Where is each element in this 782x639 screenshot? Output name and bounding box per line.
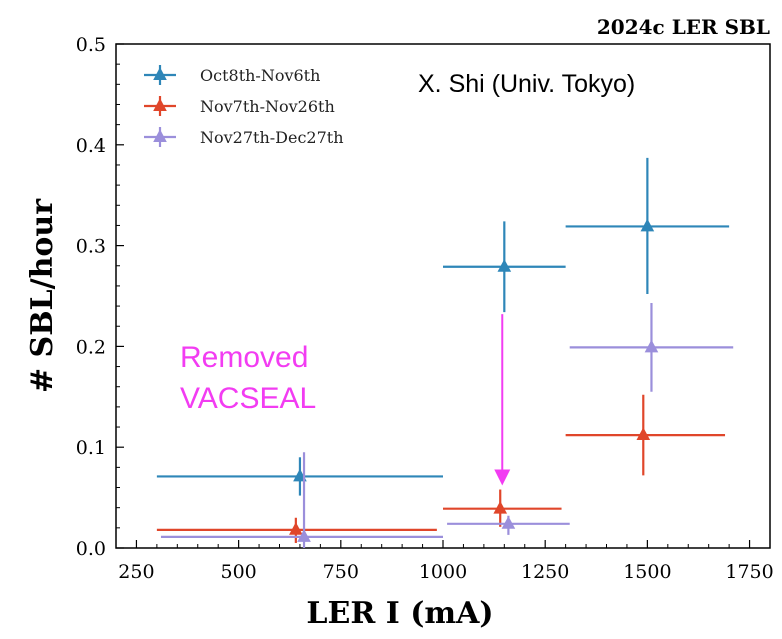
legend-item: Nov27th-Dec27th [144, 127, 344, 147]
legend-swatch-marker [153, 67, 167, 80]
y-axis-ticks: 0.0 0.1 0.2 0.3 0.4 0.5 [76, 34, 124, 560]
data-point-marker [493, 500, 508, 514]
series-oct8th-nov6th [156, 157, 730, 496]
data-series [156, 157, 734, 548]
removed-arrow [494, 314, 511, 486]
legend-item: Nov7th-Nov26th [144, 96, 335, 116]
legend: Oct8th-Nov6th Nov7th-Nov26th Nov27th-Dec27… [144, 65, 344, 147]
arrow-head [494, 469, 511, 486]
plot-border [115, 43, 771, 549]
y-tick-label: 0.0 [76, 538, 106, 560]
data-point-marker [644, 339, 659, 353]
data-point-marker [289, 522, 303, 535]
legend-item: Oct8th-Nov6th [144, 65, 320, 85]
legend-label: Oct8th-Nov6th [200, 66, 320, 85]
removed-label-line2: VACSEAL [180, 382, 316, 415]
data-point-marker [636, 427, 651, 441]
x-axis-label: LER I (mA) [306, 596, 493, 631]
series-nov7th-nov26th [156, 394, 726, 543]
legend-label: Nov7th-Nov26th [200, 97, 335, 116]
x-tick-label: 500 [220, 561, 256, 583]
y-tick-label: 0.4 [76, 135, 106, 157]
y-tick-label: 0.2 [76, 336, 106, 358]
plot-frame [115, 43, 771, 549]
data-point-marker [501, 516, 516, 529]
x-tick-label: 1750 [725, 561, 773, 583]
data-point-marker [497, 259, 512, 272]
legend-label: Nov27th-Dec27th [200, 128, 344, 147]
author-annotation: X. Shi (Univ. Tokyo) [418, 70, 635, 98]
y-tick-label: 0.1 [76, 437, 106, 459]
x-axis-ticks: 250 500 750 1000 1250 1500 1750 [118, 540, 774, 583]
x-tick-label: 1250 [521, 561, 569, 583]
chart-corner-title: 2024c LER SBL [597, 15, 770, 39]
x-tick-label: 750 [323, 561, 359, 583]
x-tick-label: 250 [118, 561, 154, 583]
legend-swatch-marker [153, 129, 167, 142]
y-tick-label: 0.3 [76, 236, 106, 258]
y-axis-label: # SBL/hour [25, 198, 60, 393]
x-tick-label: 1500 [623, 561, 671, 583]
y-tick-label: 0.5 [76, 34, 106, 56]
x-tick-label: 1000 [419, 561, 467, 583]
data-point-marker [297, 529, 311, 542]
removed-label-line1: Removed [180, 341, 308, 374]
series-nov27th-dec27th [160, 303, 734, 548]
legend-swatch-marker [153, 98, 167, 111]
data-point-marker [640, 218, 655, 232]
